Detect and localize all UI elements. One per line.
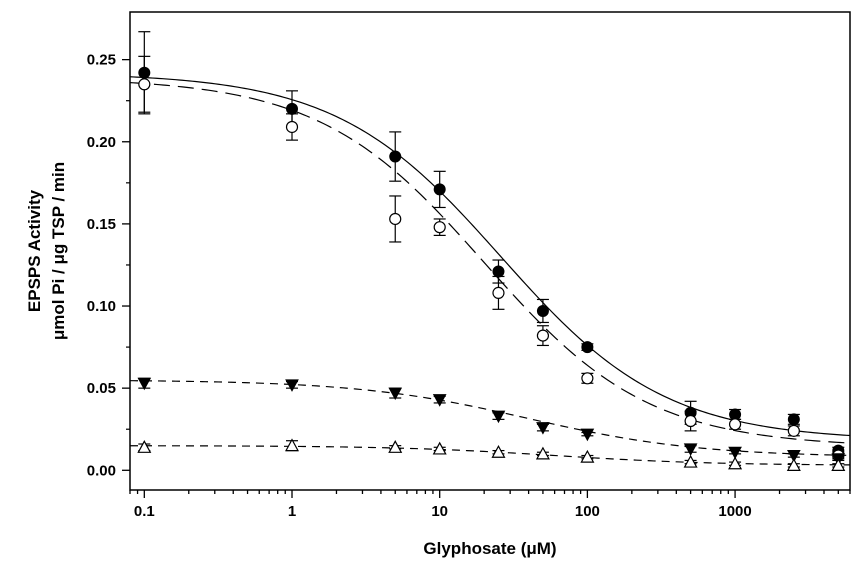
data-point-filled-triangle xyxy=(388,387,403,401)
data-point-open-triangle xyxy=(137,440,152,453)
plot-frame xyxy=(129,11,851,491)
x-tick-label: 10 xyxy=(431,503,448,520)
data-point-open-triangle xyxy=(388,440,403,453)
data-point-filled-circle xyxy=(138,66,151,79)
x-tick-label: 1000 xyxy=(718,503,751,520)
x-axis-ticks: 0.1 1 10 100 1000 xyxy=(129,490,851,520)
data-point-filled-circle xyxy=(433,183,446,196)
y-tick-label: 0.10 xyxy=(87,298,116,315)
y-axis-label-line1: EPSPS Activity xyxy=(25,189,44,312)
data-point-open-triangle xyxy=(683,454,698,468)
data-point-open-circle xyxy=(433,221,446,234)
data-point-open-triangle xyxy=(535,446,550,460)
data-markers xyxy=(137,66,846,471)
data-point-open-triangle xyxy=(284,438,300,452)
y-tick-label: 0.15 xyxy=(87,216,116,233)
fit-curve-short-dash xyxy=(130,445,851,466)
y-axis-ticks: 0.00 0.05 0.10 0.15 0.20 0.25 xyxy=(87,52,130,479)
fit-curve-long-dash xyxy=(129,82,851,444)
data-point-filled-circle xyxy=(389,150,402,163)
data-point-open-circle xyxy=(138,78,151,91)
data-point-filled-circle xyxy=(787,413,800,426)
x-tick-label: 1 xyxy=(288,503,296,520)
data-point-open-triangle xyxy=(728,456,743,470)
data-point-filled-triangle xyxy=(728,446,742,460)
data-point-open-circle xyxy=(492,286,505,299)
y-tick-label: 0.05 xyxy=(87,380,116,397)
data-point-open-circle xyxy=(787,424,800,437)
data-point-filled-circle xyxy=(581,341,594,354)
x-tick-label: 100 xyxy=(575,503,600,520)
y-tick-label: 0.20 xyxy=(87,134,116,151)
data-point-open-circle xyxy=(536,329,550,342)
data-point-open-triangle xyxy=(580,449,595,463)
data-point-open-triangle xyxy=(786,458,801,471)
y-tick-label: 0.00 xyxy=(87,462,116,479)
data-point-filled-triangle xyxy=(491,410,506,424)
data-point-filled-triangle xyxy=(432,394,447,407)
data-point-filled-triangle xyxy=(683,443,698,456)
y-tick-label: 0.25 xyxy=(87,52,116,69)
data-point-open-triangle xyxy=(831,458,846,471)
data-point-filled-triangle xyxy=(137,377,152,391)
data-point-filled-triangle xyxy=(536,422,550,435)
x-axis-label: Glyphosate (μM) xyxy=(423,539,556,558)
data-point-open-circle xyxy=(389,212,402,226)
data-point-filled-circle xyxy=(492,265,505,278)
data-point-open-circle xyxy=(285,120,299,134)
data-point-open-triangle xyxy=(491,444,506,458)
y-axis-label-line2: μmol Pi / μg TSP / min xyxy=(49,162,68,340)
x-tick-label: 0.1 xyxy=(134,503,155,520)
fit-curves xyxy=(129,76,851,466)
data-point-open-circle xyxy=(684,414,697,428)
data-point-filled-circle xyxy=(536,304,549,317)
fit-curve-short-dash xyxy=(129,380,851,456)
error-bars xyxy=(138,31,845,468)
data-point-open-circle xyxy=(581,372,594,385)
data-point-filled-triangle xyxy=(285,379,299,392)
data-point-filled-triangle xyxy=(787,450,801,463)
data-point-filled-circle xyxy=(286,102,299,115)
data-point-filled-triangle xyxy=(580,428,595,442)
data-point-open-triangle xyxy=(432,441,447,455)
fit-curve-solid xyxy=(129,76,851,437)
data-point-open-circle xyxy=(728,418,742,431)
